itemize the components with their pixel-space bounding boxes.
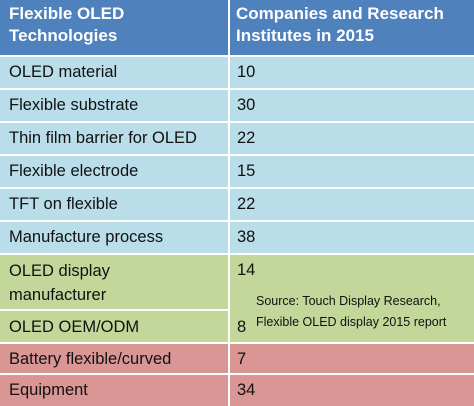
tech-label: Flexible substrate [9, 96, 139, 114]
header-companies: Companies and Research Institutes in 201… [230, 0, 474, 56]
row-flexible-electrode-tech: Flexible electrode [0, 155, 228, 188]
header-technologies: Flexible OLED Technologies [0, 0, 228, 56]
row-equipment-count: 34 [230, 374, 474, 406]
row-manufacture-process-tech: Manufacture process [0, 221, 228, 254]
row-equipment-tech: Equipment [0, 374, 228, 406]
count-value: 8 [237, 318, 247, 336]
row-thin-film-barrier-tech: Thin film barrier for OLED [0, 122, 228, 155]
row-divider [0, 220, 474, 222]
row-divider [0, 55, 474, 57]
row-battery-flexible-count: 7 [230, 343, 474, 374]
count-value: 22 [237, 195, 256, 213]
row-divider [0, 121, 474, 123]
header-companies-line1: Companies and Research [236, 4, 444, 23]
header-companies-line2: Institutes in 2015 [236, 26, 374, 45]
row-manufacture-process-count: 38 [230, 221, 474, 254]
count-value: 30 [237, 96, 256, 114]
count-value: 15 [237, 162, 256, 180]
row-oled-material-tech: OLED material [0, 56, 228, 89]
tech-label: Equipment [9, 381, 88, 399]
count-value: 7 [237, 350, 247, 368]
row-oled-material-count: 10 [230, 56, 474, 89]
count-value: 38 [237, 228, 256, 246]
row-divider [0, 373, 474, 375]
row-divider [0, 309, 230, 311]
row-divider [0, 187, 474, 189]
row-divider [0, 253, 474, 255]
row-battery-flexible-tech: Battery flexible/curved [0, 343, 228, 374]
count-value: 22 [237, 129, 256, 147]
row-flexible-substrate-tech: Flexible substrate [0, 89, 228, 122]
count-value: 10 [237, 63, 256, 81]
tech-label: Battery flexible/curved [9, 350, 172, 368]
row-divider [0, 88, 474, 90]
row-flexible-electrode-count: 15 [230, 155, 474, 188]
tech-label: Flexible electrode [9, 162, 139, 180]
header-technologies-line1: Flexible OLED [9, 4, 125, 23]
row-oled-oem-odm-count: 8 [230, 310, 474, 343]
tech-label: Thin film barrier for OLED [9, 129, 197, 147]
source-note: Source: Touch Display Research, Flexible… [256, 291, 446, 333]
tech-label: TFT on flexible [9, 195, 118, 213]
row-thin-film-barrier-count: 22 [230, 122, 474, 155]
tech-label: OLED material [9, 63, 118, 81]
row-divider [0, 342, 474, 344]
tech-label-line2: manufacturer [9, 286, 107, 304]
count-value: 34 [237, 381, 256, 399]
header-technologies-line2: Technologies [9, 26, 118, 45]
tech-label-line1: OLED display [9, 262, 110, 280]
source-note-line1: Source: Touch Display Research, [256, 294, 441, 308]
row-tft-on-flexible-count: 22 [230, 188, 474, 221]
tech-label: Manufacture process [9, 228, 164, 246]
count-value: 14 [237, 261, 256, 279]
row-oled-display-manufacturer-count: 14 [230, 254, 474, 310]
row-divider [0, 154, 474, 156]
row-tft-on-flexible-tech: TFT on flexible [0, 188, 228, 221]
source-note-line2: Flexible OLED display 2015 report [256, 315, 447, 329]
tech-label: OLED OEM/ODM [9, 318, 140, 336]
row-flexible-substrate-count: 30 [230, 89, 474, 122]
column-divider [228, 0, 230, 406]
row-oled-display-manufacturer-tech: OLED display manufacturer [0, 254, 228, 310]
row-oled-oem-odm-tech: OLED OEM/ODM [0, 310, 228, 343]
